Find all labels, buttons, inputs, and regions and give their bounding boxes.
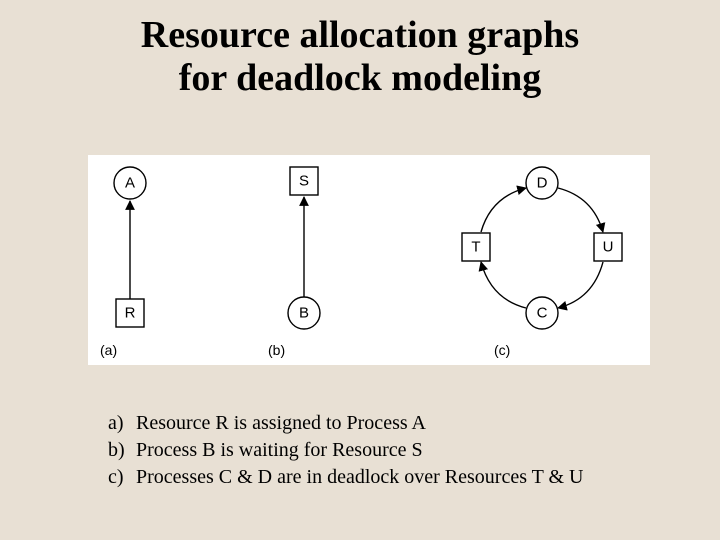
svg-text:A: A [125, 175, 135, 192]
svg-text:R: R [125, 305, 136, 322]
caption-a: a) Resource R is assigned to Process A [108, 410, 584, 437]
caption-text: Processes C & D are in deadlock over Res… [136, 464, 584, 491]
caption-text: Resource R is assigned to Process A [136, 410, 426, 437]
caption-letter: a) [108, 410, 136, 437]
svg-text:S: S [299, 173, 309, 190]
slide: Resource allocation graphs for deadlock … [0, 0, 720, 540]
caption-c: c) Processes C & D are in deadlock over … [108, 464, 584, 491]
caption-letter: b) [108, 437, 136, 464]
svg-text:B: B [299, 305, 309, 322]
caption-text: Process B is waiting for Resource S [136, 437, 423, 464]
svg-text:T: T [471, 239, 480, 256]
svg-text:(b): (b) [268, 342, 285, 358]
svg-text:(a): (a) [100, 342, 117, 358]
svg-text:D: D [537, 175, 548, 192]
resource-allocation-svg: A R (a) S B (b) D U C T (c) [88, 155, 650, 365]
figure-panel: A R (a) S B (b) D U C T (c) [88, 155, 650, 365]
svg-text:U: U [603, 239, 614, 256]
title-line-1: Resource allocation graphs [141, 14, 579, 56]
svg-text:(c): (c) [494, 342, 510, 358]
title-line-2: for deadlock modeling [179, 57, 541, 99]
caption-letter: c) [108, 464, 136, 491]
caption-list: a) Resource R is assigned to Process A b… [108, 410, 584, 491]
svg-text:C: C [537, 305, 548, 322]
slide-title: Resource allocation graphs for deadlock … [0, 14, 720, 99]
caption-b: b) Process B is waiting for Resource S [108, 437, 584, 464]
